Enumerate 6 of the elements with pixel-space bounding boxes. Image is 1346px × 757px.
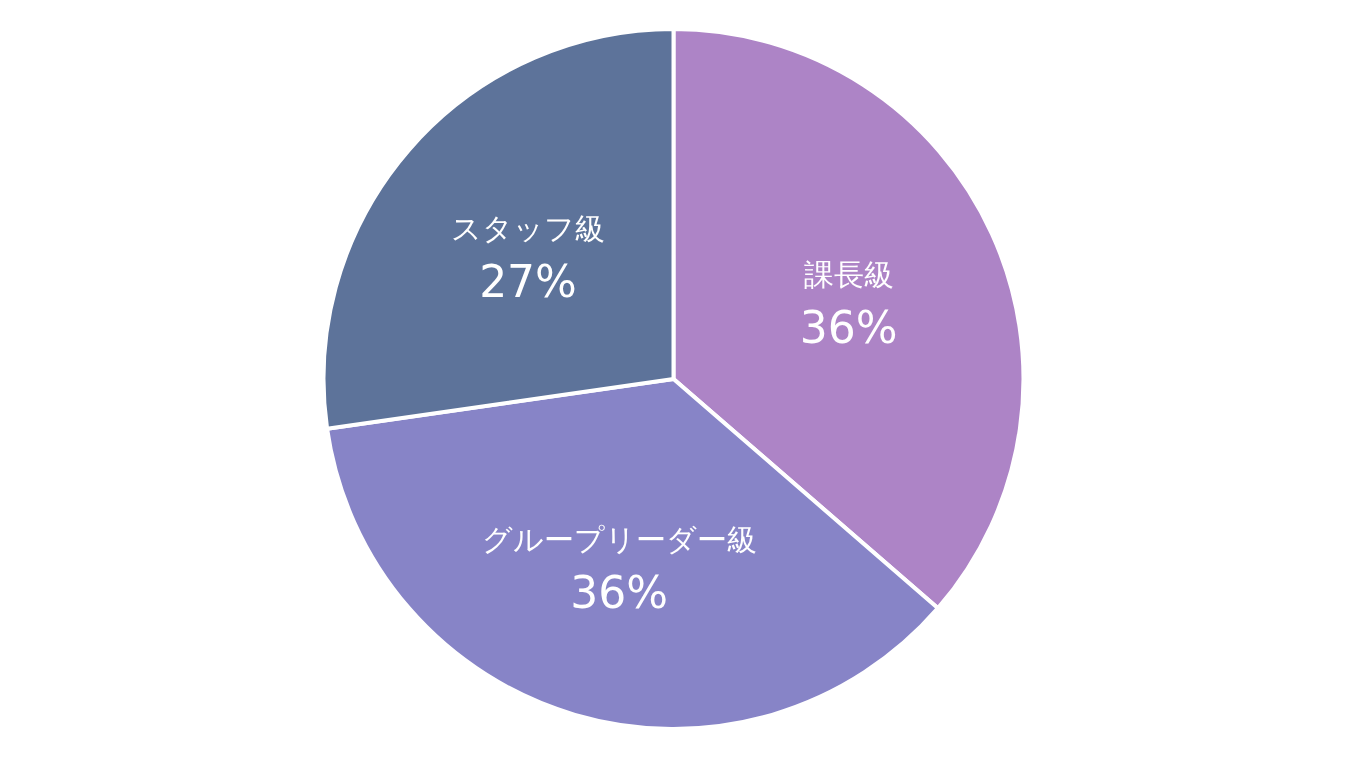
slice-label: スタッフ級	[451, 210, 606, 246]
data-label: 36%	[570, 567, 669, 619]
slice-label: グループリーダー級	[481, 521, 757, 557]
data-label: 36%	[799, 302, 898, 354]
data-label: 27%	[479, 256, 577, 308]
slice-label: 課長級	[803, 256, 894, 292]
